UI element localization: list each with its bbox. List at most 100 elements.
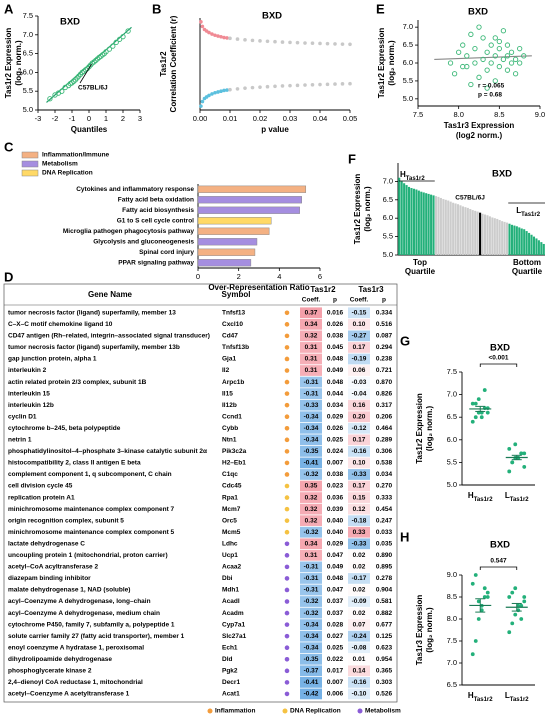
gene-name: replication protein A1 — [8, 494, 75, 501]
point — [235, 87, 240, 91]
coeff-value: 0.02 — [353, 564, 366, 571]
point — [210, 92, 214, 96]
gene-name: phosphatidylinositol–4–phosphate 3–kinas… — [8, 448, 207, 455]
point — [470, 401, 475, 406]
gene-symbol: Rpa1 — [222, 494, 238, 501]
coeff-value: 0.07 — [353, 621, 366, 628]
point — [250, 38, 255, 43]
bar — [535, 238, 538, 255]
y-tick-label: 7.0 — [403, 22, 413, 31]
coeff-value: -0.31 — [304, 390, 319, 397]
point — [348, 42, 352, 47]
group-subscript: Tas1r2 — [510, 697, 530, 703]
coeff-cell — [348, 399, 370, 411]
point — [288, 83, 292, 88]
x-tick-label: 2 — [237, 272, 241, 281]
gene-name: C–X–C motif chemokine ligand 10 — [8, 321, 113, 328]
coeff-value: -0.32 — [304, 598, 319, 605]
group-subscript: Tas1r2 — [510, 497, 530, 503]
coeff-cell — [348, 434, 370, 446]
legend-dot — [282, 708, 288, 714]
bar — [528, 232, 531, 255]
point — [517, 46, 523, 52]
quartile-label: Top — [413, 258, 427, 267]
x-tick-label: 0 — [87, 114, 91, 123]
point — [484, 49, 490, 55]
gene-name: tumor necrosis factor (ligand) superfami… — [8, 344, 180, 351]
p-value: 0.037 — [327, 610, 344, 617]
coeff-cell — [348, 330, 370, 342]
coeff-value: -0.41 — [304, 460, 319, 467]
bar — [442, 199, 445, 255]
p-value: 0.294 — [376, 344, 393, 351]
y-tick-label: 6.5 — [447, 412, 457, 421]
p-value: 0.022 — [327, 656, 344, 663]
bar — [197, 238, 258, 246]
gene-name: dihydrolipoamide dehydrogenase — [8, 656, 112, 663]
coeff-value: 0.10 — [353, 460, 366, 467]
category-dot — [284, 333, 290, 339]
category-dot — [284, 460, 290, 466]
coeff-value: -0.37 — [304, 668, 319, 675]
bar — [434, 196, 438, 255]
point — [216, 34, 220, 38]
panel-title: BXD — [60, 17, 80, 28]
gene-symbol: H2–Eb1 — [222, 460, 246, 467]
point — [460, 63, 466, 70]
coeff-value: 0.20 — [353, 413, 366, 420]
y-tick-label: 5.0 — [383, 250, 393, 259]
point — [470, 652, 475, 657]
gene-symbol: Il12b — [222, 402, 237, 409]
bar — [476, 211, 479, 255]
coeff-cell — [300, 469, 322, 480]
point — [492, 78, 498, 84]
point — [235, 37, 240, 41]
gene-symbol: Mdh1 — [222, 587, 239, 594]
p-value: 0.454 — [376, 506, 393, 513]
coeff-value: 0.34 — [305, 321, 318, 328]
group-label: HTas1r2 — [468, 691, 493, 702]
p-value: 0.035 — [376, 540, 393, 547]
p-value: 0.365 — [376, 668, 393, 675]
bar — [471, 210, 474, 255]
coeff-cell — [300, 492, 322, 503]
coeff-cell — [300, 526, 322, 538]
category-label: G1 to S cell cycle control — [117, 217, 194, 224]
gene-symbol: Ccnd1 — [222, 413, 242, 420]
bar — [197, 248, 256, 256]
p-value: 0.036 — [327, 494, 344, 501]
point — [513, 612, 518, 617]
coeff-value: 0.34 — [305, 540, 318, 547]
coeff-cell — [300, 353, 322, 365]
p-value: 0.238 — [376, 356, 393, 363]
coeff-cell — [300, 677, 322, 688]
bar — [520, 228, 523, 255]
bar — [408, 186, 411, 255]
point — [216, 90, 220, 94]
point — [473, 415, 478, 420]
coeff-cell — [300, 607, 322, 619]
p-value: 0.044 — [327, 390, 344, 397]
gene-name: malate dehydrogenase 1, NAD (soluble) — [8, 587, 130, 594]
coeff-cell — [300, 480, 322, 492]
legend-label: Inflammation — [215, 708, 255, 715]
coeff-cell — [300, 318, 322, 330]
point — [479, 608, 484, 613]
category-label: Glycolysis and gluconeogenesis — [93, 238, 194, 245]
x-tick-label: 0.02 — [253, 114, 268, 123]
group-letter: H — [468, 691, 474, 700]
point — [476, 617, 481, 621]
point — [199, 20, 203, 24]
gene-name: interleukin 12b — [8, 402, 54, 409]
point — [519, 617, 524, 621]
coeff-cell — [300, 538, 322, 550]
bar — [403, 183, 406, 255]
bar — [197, 227, 270, 235]
gene-symbol: Acadm — [222, 610, 244, 617]
point — [460, 42, 466, 48]
y-tick-label: 7.0 — [447, 390, 457, 399]
coeff-cell — [348, 515, 370, 527]
category-dot — [284, 379, 290, 385]
p-value: 0.270 — [376, 483, 393, 490]
gene-symbol: Il2 — [222, 367, 230, 374]
